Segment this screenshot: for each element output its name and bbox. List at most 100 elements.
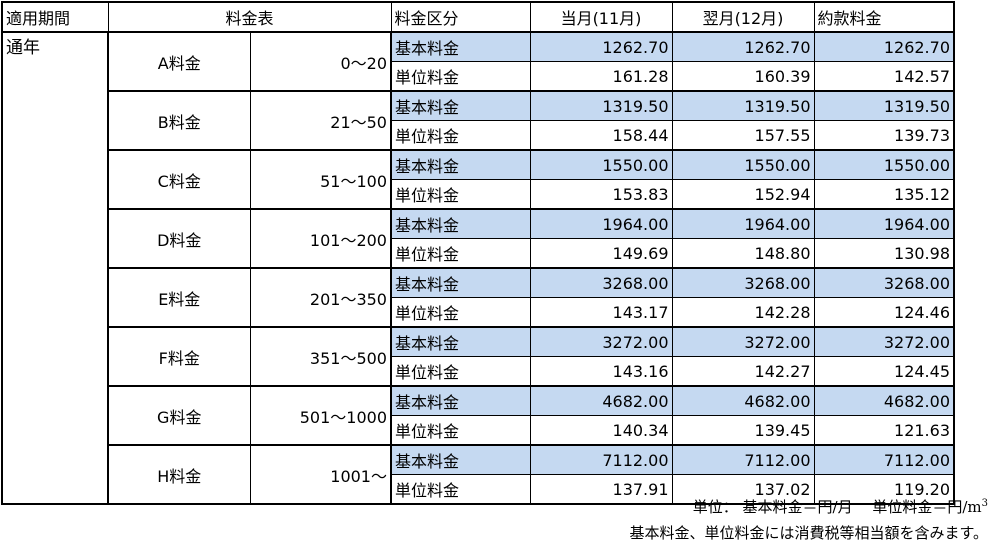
unit-value: 160.39 [671, 61, 815, 92]
basic-label: 基本料金 [390, 208, 531, 239]
basic-value: 3268.00 [529, 267, 673, 298]
basic-value: 1964.00 [529, 208, 673, 239]
unit-value: 137.02 [671, 474, 815, 505]
table-row: E料金 201～350 基本料金 3268.00 3268.00 3268.00 [2, 267, 955, 328]
basic-label: 基本料金 [390, 444, 531, 475]
unit-note-text: 単位： 基本料金＝円/月 単位料金＝円/m [692, 498, 982, 516]
rate-range: 101～200 [249, 208, 392, 269]
unit-value: 119.20 [813, 474, 955, 505]
basic-value: 1262.70 [671, 31, 815, 62]
unit-value: 148.80 [671, 238, 815, 269]
header-current: 当月(11月) [529, 1, 673, 33]
basic-value: 7112.00 [813, 444, 955, 475]
unit-value: 121.63 [813, 415, 955, 446]
table-row: 単位料金 143.17 142.28 124.46 [2, 297, 955, 328]
unit-value: 130.98 [813, 238, 955, 269]
table-row: 単位料金 140.34 139.45 121.63 [2, 415, 955, 446]
rate-range: 1001～ [249, 444, 392, 505]
table-row: 単位料金 153.83 152.94 135.12 [2, 179, 955, 210]
basic-value: 4682.00 [671, 385, 815, 416]
table-row: 単位料金 158.44 157.55 139.73 [2, 120, 955, 151]
rate-name: H料金 [107, 444, 251, 505]
unit-value: 149.69 [529, 238, 673, 269]
rate-range: 0～20 [249, 31, 392, 92]
basic-label: 基本料金 [390, 90, 531, 121]
unit-value: 152.94 [671, 179, 815, 210]
basic-value: 1964.00 [671, 208, 815, 239]
unit-value: 135.12 [813, 179, 955, 210]
unit-value: 139.73 [813, 120, 955, 151]
basic-label: 基本料金 [390, 267, 531, 298]
rate-name: G料金 [107, 385, 251, 446]
unit-value: 124.46 [813, 297, 955, 328]
rate-table: 適用期間 料金表 料金区分 当月(11月) 翌月(12月) 約款料金 通年 A料金… [1, 1, 955, 505]
rate-range: 351～500 [249, 326, 392, 387]
rate-name: D料金 [107, 208, 251, 269]
unit-note: 単位： 基本料金＝円/月 単位料金＝円/m3 [693, 496, 988, 517]
rate-range: 21～50 [249, 90, 392, 151]
basic-value: 4682.00 [813, 385, 955, 416]
basic-value: 1262.70 [529, 31, 673, 62]
period-cell: 通年 [1, 31, 109, 505]
unit-value: 137.91 [529, 474, 673, 505]
header-table: 料金表 [107, 1, 392, 33]
header-period: 適用期間 [1, 1, 109, 33]
unit-label: 単位料金 [390, 61, 531, 92]
basic-value: 3268.00 [671, 267, 815, 298]
unit-value: 139.45 [671, 415, 815, 446]
unit-value: 142.57 [813, 61, 955, 92]
basic-value: 3272.00 [813, 326, 955, 357]
table-row: 単位料金 143.16 142.27 124.45 [2, 356, 955, 387]
unit-label: 単位料金 [390, 238, 531, 269]
rate-range: 201～350 [249, 267, 392, 328]
table-row: 単位料金 161.28 160.39 142.57 [2, 61, 955, 92]
table-row: D料金 101～200 基本料金 1964.00 1964.00 1964.00 [2, 208, 955, 269]
basic-value: 1550.00 [813, 149, 955, 180]
basic-label: 基本料金 [390, 326, 531, 357]
basic-value: 7112.00 [529, 444, 673, 475]
rate-name: A料金 [107, 31, 251, 92]
unit-value: 157.55 [671, 120, 815, 151]
unit-label: 単位料金 [390, 356, 531, 387]
rate-name: F料金 [107, 326, 251, 387]
table-row: 単位料金 149.69 148.80 130.98 [2, 238, 955, 269]
header-category: 料金区分 [390, 1, 531, 33]
basic-value: 3272.00 [529, 326, 673, 357]
header-tariff: 約款料金 [813, 1, 955, 33]
unit-value: 124.45 [813, 356, 955, 387]
table-row: B料金 21～50 基本料金 1319.50 1319.50 1319.50 [2, 90, 955, 151]
basic-label: 基本料金 [390, 385, 531, 416]
basic-value: 1550.00 [529, 149, 673, 180]
basic-value: 1319.50 [813, 90, 955, 121]
basic-value: 1262.70 [813, 31, 955, 62]
table-row: 通年 A料金 0～20 基本料金 1262.70 1262.70 1262.70 [1, 31, 955, 505]
unit-value: 143.17 [529, 297, 673, 328]
unit-label: 単位料金 [390, 179, 531, 210]
unit-label: 単位料金 [390, 415, 531, 446]
unit-value: 142.28 [671, 297, 815, 328]
rate-range: 51～100 [249, 149, 392, 210]
basic-label: 基本料金 [390, 149, 531, 180]
rate-name: C料金 [107, 149, 251, 210]
rate-name: B料金 [107, 90, 251, 151]
table-row: 単位料金 137.91 137.02 119.20 [2, 474, 955, 505]
unit-value: 161.28 [529, 61, 673, 92]
rate-name: E料金 [107, 267, 251, 328]
header-next: 翌月(12月) [671, 1, 815, 33]
basic-value: 1550.00 [671, 149, 815, 180]
unit-value: 140.34 [529, 415, 673, 446]
basic-value: 3272.00 [671, 326, 815, 357]
unit-value: 158.44 [529, 120, 673, 151]
unit-label: 単位料金 [390, 474, 531, 505]
unit-value: 143.16 [529, 356, 673, 387]
table-row: H料金 1001～ 基本料金 7112.00 7112.00 7112.00 [2, 444, 955, 505]
basic-value: 4682.00 [529, 385, 673, 416]
table-row: C料金 51～100 基本料金 1550.00 1550.00 1550.00 [2, 149, 955, 210]
unit-value: 153.83 [529, 179, 673, 210]
unit-superscript: 3 [981, 498, 988, 509]
basic-value: 1964.00 [813, 208, 955, 239]
unit-label: 単位料金 [390, 297, 531, 328]
basic-value: 1319.50 [529, 90, 673, 121]
basic-value: 3268.00 [813, 267, 955, 298]
basic-label: 基本料金 [390, 31, 531, 62]
